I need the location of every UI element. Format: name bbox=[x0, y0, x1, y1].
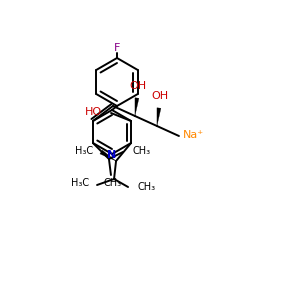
Text: F: F bbox=[114, 43, 120, 53]
Polygon shape bbox=[135, 98, 139, 116]
Text: OH: OH bbox=[152, 91, 169, 101]
Text: Na⁺: Na⁺ bbox=[182, 130, 203, 140]
Text: H₃C: H₃C bbox=[75, 146, 93, 156]
Polygon shape bbox=[157, 108, 161, 126]
Text: OH: OH bbox=[129, 81, 146, 91]
Polygon shape bbox=[100, 150, 116, 161]
Text: H₃C: H₃C bbox=[71, 178, 89, 188]
Text: N: N bbox=[107, 150, 117, 160]
Text: CH₃: CH₃ bbox=[133, 146, 151, 156]
Text: CH₃: CH₃ bbox=[137, 182, 155, 192]
Text: CH₃: CH₃ bbox=[104, 178, 122, 188]
Text: HO: HO bbox=[85, 107, 102, 117]
